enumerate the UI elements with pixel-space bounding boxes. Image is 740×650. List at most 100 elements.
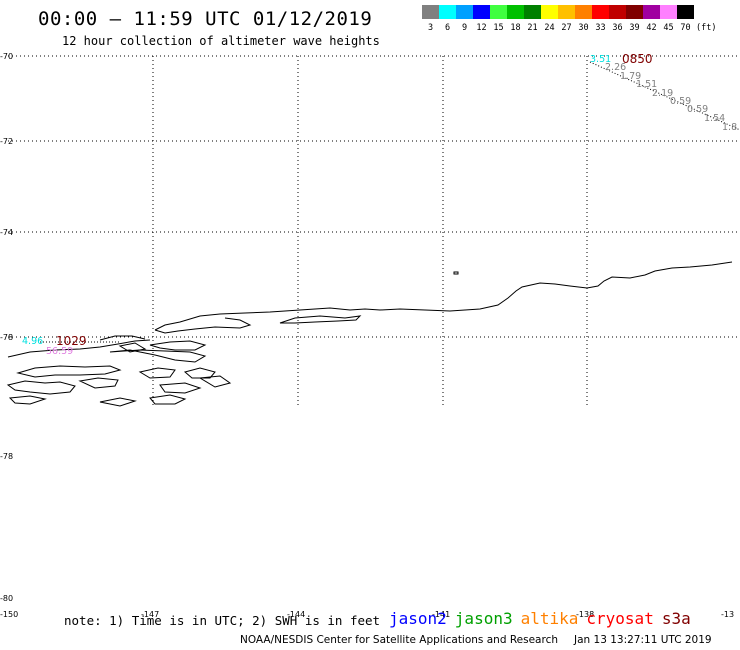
island — [6, 380, 76, 395]
footnote: note: 1) Time is in UTC; 2) SWH is in fe… — [64, 613, 381, 628]
legend-entry: 45 — [660, 5, 677, 33]
legend-entry: 12 — [473, 5, 490, 33]
coast-segment — [149, 340, 207, 351]
legend-label: 3 — [427, 23, 434, 33]
legend-entry: 42 — [643, 5, 660, 33]
satellite-jason2: jason2 — [389, 609, 447, 628]
island — [16, 365, 122, 378]
legend-label: 70 — [680, 23, 691, 33]
legend-swatch — [677, 5, 694, 19]
track-line — [589, 61, 740, 131]
island — [118, 342, 147, 353]
satellite-cryosat: cryosat — [586, 609, 654, 628]
legend-entry: 9 — [456, 5, 473, 33]
legend-swatch — [524, 5, 541, 19]
legend-swatch — [541, 5, 558, 19]
legend-label: 6 — [444, 23, 451, 33]
legend-swatch — [439, 5, 456, 19]
legend-label: 24 — [544, 23, 555, 33]
track-value: 1.54 — [704, 113, 725, 124]
credit-text: NOAA/NESDIS Center for Satellite Applica… — [240, 634, 558, 646]
island — [159, 382, 202, 394]
coast-segment — [99, 335, 146, 341]
legend-label: 33 — [595, 23, 606, 33]
lon-label: -138 — [576, 610, 594, 619]
island — [138, 367, 176, 379]
legend-label: 12 — [476, 23, 487, 33]
track-extra-value: 56.59 — [46, 346, 73, 357]
credit-line: NOAA/NESDIS Center for Satellite Applica… — [240, 634, 712, 646]
track-value: 1.8 — [722, 122, 737, 133]
island — [149, 394, 187, 405]
island — [198, 375, 232, 388]
legend-unit: (ft) — [696, 23, 717, 33]
lat-label: -80 — [0, 594, 13, 603]
ice-shelf-edge — [154, 261, 733, 331]
legend-swatch — [626, 5, 643, 19]
generated-timestamp: Jan 13 13:27:11 UTC 2019 — [574, 634, 712, 646]
island — [78, 377, 119, 389]
legend-entry: 39 — [626, 5, 643, 33]
track-start-value: 4.96 — [22, 336, 43, 347]
legend-swatch — [507, 5, 524, 19]
legend-label: 30 — [578, 23, 589, 33]
track-time-label: 0850 — [622, 52, 653, 66]
page-title: 00:00 – 11:59 UTC 01/12/2019 — [38, 8, 373, 30]
legend-swatch — [422, 5, 439, 19]
lon-label: -141 — [432, 610, 450, 619]
lon-label: -13 — [721, 610, 734, 619]
track-value: 1.79 — [620, 71, 641, 82]
lon-label: -147 — [141, 610, 159, 619]
legend-label: 36 — [612, 23, 623, 33]
island — [8, 395, 47, 405]
legend-swatch — [473, 5, 490, 19]
track-value: 2.26 — [605, 62, 626, 73]
island — [99, 397, 137, 407]
legend-entry: 36 — [609, 5, 626, 33]
legend-swatch — [456, 5, 473, 19]
track-value: 1.51 — [636, 79, 657, 90]
coast-segment — [154, 317, 252, 334]
legend-entry: 18 — [507, 5, 524, 33]
legend-entry: 3 — [422, 5, 439, 33]
legend-label: 45 — [663, 23, 674, 33]
legend-label: 21 — [527, 23, 538, 33]
legend-entry: 70 — [677, 5, 694, 33]
legend-label: 9 — [461, 23, 468, 33]
legend-entry: 15 — [490, 5, 507, 33]
legend-entry: 30 — [575, 5, 592, 33]
legend-label: 42 — [646, 23, 657, 33]
legend-entry: 21 — [524, 5, 541, 33]
legend-swatch — [490, 5, 507, 19]
lat-label: -72 — [0, 137, 13, 146]
coast-segment — [7, 339, 151, 358]
legend-swatch — [660, 5, 677, 19]
page-subtitle: 12 hour collection of altimeter wave hei… — [62, 34, 380, 48]
island — [183, 367, 216, 379]
track-0850: 3.51 0850 2.26 1.79 1.51 2.19 0.59 0.59 … — [589, 52, 740, 133]
lat-labels: -70 -72 -74 -78 -78 -80 — [0, 52, 13, 603]
island — [453, 271, 459, 275]
legend-label: 39 — [629, 23, 640, 33]
graticule — [8, 55, 740, 408]
lat-label: -78 — [0, 452, 13, 461]
legend-label: 15 — [493, 23, 504, 33]
satellite-altika: altika — [520, 609, 579, 628]
legend-swatch — [558, 5, 575, 19]
lon-label: -144 — [287, 610, 305, 619]
track-1029: 4.96 1029 56.59 — [22, 334, 120, 357]
coastline — [6, 261, 733, 407]
track-value: 0.59 — [670, 96, 691, 107]
legend-swatch — [592, 5, 609, 19]
legend-swatch — [609, 5, 626, 19]
track-value: 0.59 — [687, 104, 708, 115]
track-time-label: 1029 — [56, 334, 87, 348]
legend-entry: 33 — [592, 5, 609, 33]
lat-label: -78 — [0, 333, 13, 342]
lon-label: -150 — [0, 610, 18, 619]
track-value: 2.19 — [652, 88, 673, 99]
track-start-value: 3.51 — [590, 54, 611, 65]
island — [109, 349, 207, 363]
legend-swatch — [643, 5, 660, 19]
